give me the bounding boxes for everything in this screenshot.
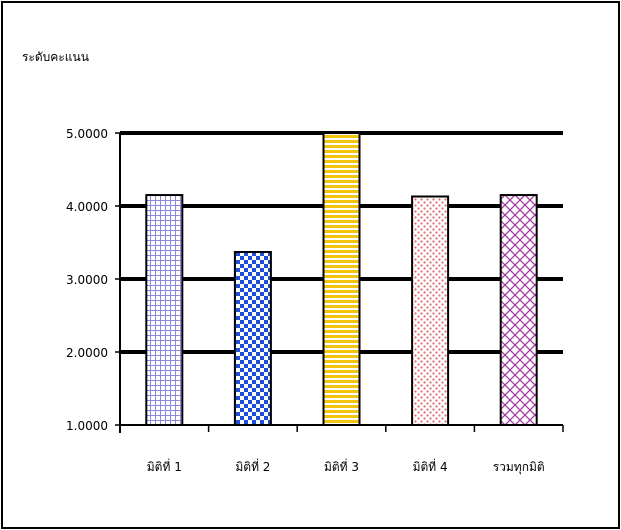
y-tick-label: 3.0000 — [66, 273, 108, 287]
y-tick-labels: 1.0000 2.0000 3.0000 4.0000 5.0000 — [66, 127, 120, 433]
y-tick-label: 5.0000 — [66, 127, 108, 141]
x-tick-label: มิติที่ 3 — [324, 458, 359, 474]
x-tick-label: มิติที่ 4 — [413, 458, 448, 474]
x-tick-label: รวมทุกมิติ — [493, 460, 545, 475]
bar — [322, 132, 361, 426]
x-tick-label: มิติที่ 2 — [235, 458, 270, 474]
y-tick-label: 4.0000 — [66, 200, 108, 214]
x-tick-label: มิติที่ 1 — [147, 458, 182, 474]
bar — [145, 194, 184, 426]
y-tick-label: 1.0000 — [66, 419, 108, 433]
bar — [411, 195, 450, 426]
bar — [499, 194, 538, 426]
bar — [233, 250, 272, 426]
y-axis-title: ระดับคะแนน — [22, 50, 89, 64]
y-tick-label: 2.0000 — [66, 346, 108, 360]
x-tick-labels: มิติที่ 1 มิติที่ 2 มิติที่ 3 มิติที่ 4 รวมท… — [119, 425, 564, 475]
axes — [119, 133, 563, 433]
